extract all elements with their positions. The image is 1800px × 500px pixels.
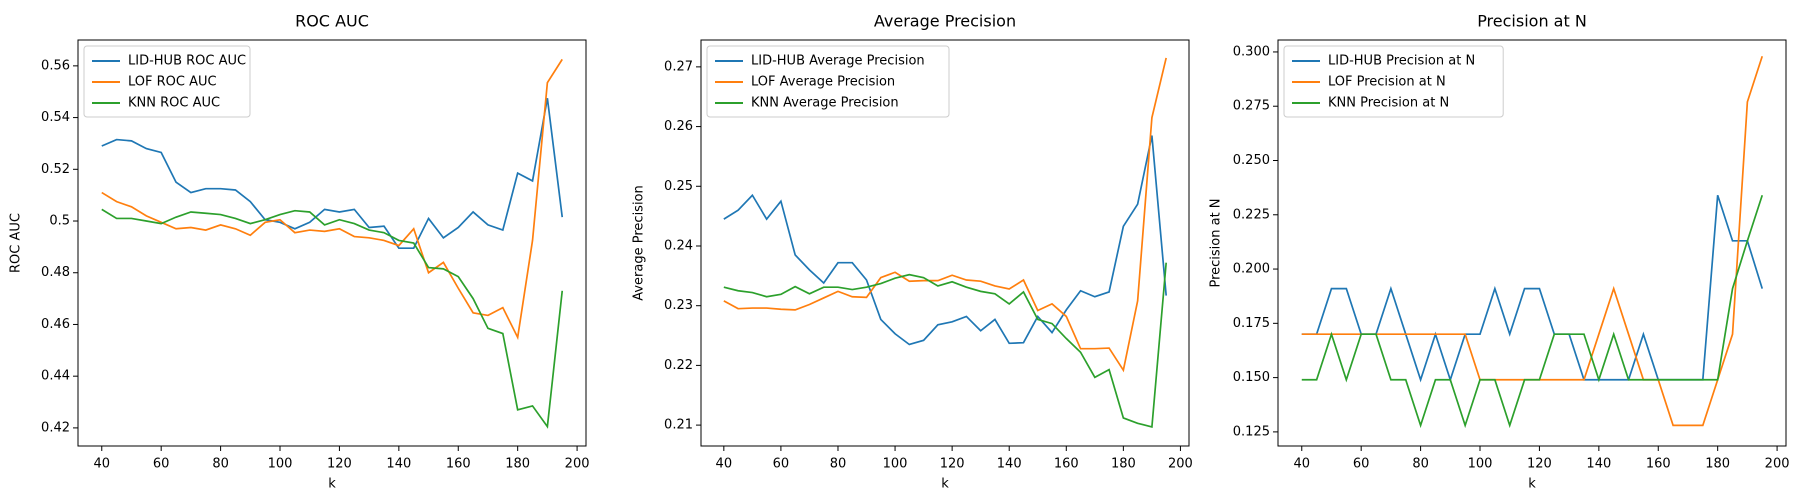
x-tick-label: 60 [1353,457,1370,472]
legend-label: LOF Precision at N [1328,75,1446,90]
legend-label: LOF Average Precision [751,75,895,90]
x-tick-label: 180 [1705,457,1730,472]
legend-label: KNN ROC AUC [128,96,220,111]
x-tick-label: 40 [93,457,110,472]
legend-box [1283,45,1504,118]
plot-frame [1277,39,1787,447]
series-line [101,98,564,250]
x-tick-label: 140 [386,457,411,472]
chart-title: ROC AUC [295,12,369,31]
y-tick-label: 0.22 [664,358,693,373]
x-tick-label: 100 [1468,457,1493,472]
x-tick-label: 160 [1646,457,1671,472]
plot-frame [77,39,587,447]
legend-box [706,45,950,118]
y-tick-label: 0.275 [1233,99,1270,114]
legend-label: KNN Average Precision [751,96,899,111]
series-line [723,135,1168,346]
legend-label: LOF ROC AUC [128,75,217,90]
legend-label: LID-HUB Average Precision [751,54,925,69]
series-line [1301,194,1764,383]
y-tick-label: 0.300 [1233,44,1270,59]
series-line [101,208,564,429]
x-tick-label: 80 [212,457,229,472]
x-tick-label: 160 [446,457,471,472]
y-tick-label: 0.23 [664,298,693,313]
x-axis-label: k [941,477,949,492]
y-tick-label: 0.44 [41,369,70,384]
legend-box [83,45,251,118]
y-tick-label: 0.26 [664,119,693,134]
y-tick-label: 0.200 [1233,262,1270,277]
legend-label: LID-HUB Precision at N [1328,54,1475,69]
x-tick-label: 100 [268,457,293,472]
series-line [101,58,563,341]
x-tick-label: 60 [153,457,170,472]
y-tick-label: 0.54 [41,110,70,125]
plot-frame [700,39,1190,447]
x-tick-label: 120 [940,457,965,472]
y-tick-label: 0.24 [664,238,693,253]
series-line [723,262,1168,428]
chart-title: Average Precision [874,12,1016,31]
y-tick-label: 0.150 [1233,370,1270,385]
x-tick-label: 180 [505,457,530,472]
y-axis-label: ROC AUC [9,213,24,273]
x-tick-label: 40 [716,457,733,472]
x-tick-label: 160 [1054,457,1079,472]
chart-title: Precision at N [1477,12,1587,31]
x-tick-label: 140 [1586,457,1611,472]
y-tick-label: 0.5 [49,214,70,229]
x-tick-label: 60 [773,457,790,472]
y-tick-label: 0.25 [664,179,693,194]
x-tick-label: 100 [883,457,908,472]
y-tick-label: 0.48 [41,265,70,280]
x-tick-label: 80 [830,457,847,472]
x-tick-label: 200 [1765,457,1790,472]
x-axis-label: k [1528,477,1536,492]
y-axis-label: Precision at N [1209,198,1224,287]
y-tick-label: 0.21 [664,418,693,433]
y-tick-label: 0.46 [41,317,70,332]
series-line [723,57,1167,373]
y-tick-label: 0.42 [41,420,70,435]
x-tick-label: 140 [997,457,1022,472]
x-tick-label: 120 [327,457,352,472]
x-tick-label: 200 [565,457,590,472]
y-tick-label: 0.250 [1233,153,1270,168]
y-tick-label: 0.125 [1233,424,1270,439]
legend-label: KNN Precision at N [1328,96,1449,111]
y-tick-label: 0.225 [1233,207,1270,222]
y-tick-label: 0.27 [664,59,693,74]
y-axis-label: Average Precision [632,185,647,301]
x-tick-label: 80 [1412,457,1429,472]
x-tick-label: 40 [1293,457,1310,472]
y-tick-label: 0.56 [41,58,70,73]
x-tick-label: 200 [1168,457,1193,472]
x-axis-label: k [328,477,336,492]
y-tick-label: 0.52 [41,162,70,177]
legend-label: LID-HUB ROC AUC [128,54,246,69]
x-tick-label: 120 [1527,457,1552,472]
series-line [1301,194,1764,429]
x-tick-label: 180 [1111,457,1136,472]
y-tick-label: 0.175 [1233,316,1270,331]
